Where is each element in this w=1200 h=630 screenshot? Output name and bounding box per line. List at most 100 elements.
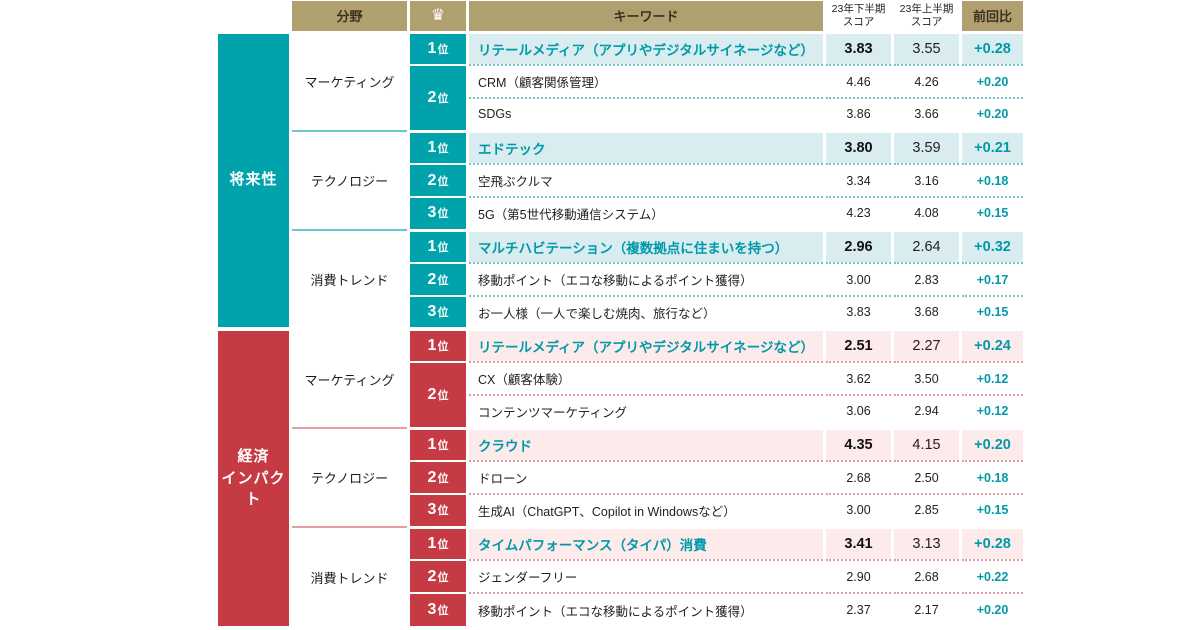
keyword-cell: 空飛ぶクルマ: [465, 163, 827, 197]
score-h2-cell: 2.96: [823, 228, 895, 263]
score-h2-cell: 3.06: [823, 394, 895, 428]
diff-cell: +0.12: [959, 361, 1027, 395]
diff-cell: +0.20: [959, 592, 1027, 626]
keyword-cell: タイムパフォーマンス（タイパ）消費: [465, 525, 827, 560]
rank-unit: 位: [437, 43, 449, 56]
rank-cell: 1位: [407, 525, 469, 560]
table-row: 消費トレンド 1位 タイムパフォーマンス（タイパ）消費 3.41 3.13 +0…: [217, 525, 1027, 626]
score-h2-cell: 3.83: [823, 30, 895, 65]
rank-unit: 位: [437, 538, 449, 551]
category-cell: マーケティング: [289, 30, 410, 131]
score-h2-cell: 3.80: [823, 129, 895, 164]
diff-cell: +0.15: [959, 196, 1027, 230]
rank-unit: 位: [437, 175, 449, 188]
keyword-cell: SDGs: [465, 97, 827, 131]
rank-unit: 位: [437, 274, 449, 287]
keyword-cell: ドローン: [465, 460, 827, 494]
rank-number: 1: [427, 435, 437, 453]
score-h1-cell: 2.27: [891, 327, 963, 362]
rank-number: 1: [427, 138, 437, 156]
table-row: 2位 空飛ぶクルマ 3.34 3.16 +0.18: [217, 163, 1027, 197]
header-score-h2: 23年下半期 スコア: [823, 1, 895, 32]
diff-cell: +0.20: [959, 97, 1027, 131]
score-h2-cell: 3.62: [823, 361, 895, 395]
score-h2-cell: 4.23: [823, 196, 895, 230]
rank-cell: 3位: [407, 592, 469, 626]
score-h2-cell: 3.00: [823, 493, 895, 527]
keyword-cell: クラウド: [465, 426, 827, 461]
category-cell: テクノロジー: [289, 130, 410, 230]
table-row: SDGs 3.86 3.66 +0.20: [217, 97, 1027, 131]
rank-cell: 3位: [407, 295, 469, 329]
section-label-future: 将来性: [215, 30, 292, 329]
score-h2-cell: 3.41: [823, 525, 895, 560]
rank-unit: 位: [437, 389, 449, 402]
rank-unit: 位: [437, 307, 449, 319]
table-row: 2位 移動ポイント（エコな移動によるポイント獲得） 3.00 2.83 +0.1…: [217, 262, 1027, 296]
rank-cell: 1位: [407, 327, 469, 362]
score-h1-cell: 4.26: [891, 64, 963, 98]
score-h2-cell: 2.68: [823, 460, 895, 494]
corner-spacer: [217, 1, 291, 32]
rank-cell: 1位: [407, 228, 469, 263]
rank-number: 2: [427, 171, 437, 189]
diff-cell: +0.21: [959, 129, 1027, 164]
rank-number: 3: [427, 303, 437, 320]
keyword-cell: 移動ポイント（エコな移動によるポイント獲得）: [465, 262, 827, 296]
score-h2-cell: 4.35: [823, 426, 895, 461]
diff-cell: +0.20: [959, 426, 1027, 461]
rank-number: 1: [427, 237, 437, 255]
diff-cell: +0.28: [959, 30, 1027, 65]
score-h1-cell: 3.13: [891, 525, 963, 560]
keyword-cell: 5G（第5世代移動通信システム）: [465, 196, 827, 230]
rank-number: 2: [427, 385, 437, 403]
rank-unit: 位: [437, 92, 449, 105]
trend-ranking-table-wrapper: 分野 ♛ キーワード 23年下半期 スコア 23年上半期 スコア 前回比 将来性…: [215, 1, 1027, 626]
rank-number: 2: [427, 567, 437, 585]
rank-cell: 1位: [407, 30, 469, 65]
rank-unit: 位: [437, 571, 449, 584]
diff-cell: +0.32: [959, 228, 1027, 263]
section-label-economic-impact: 経済 インパクト: [215, 327, 292, 626]
category-cell: マーケティング: [289, 327, 410, 428]
rank-unit: 位: [437, 472, 449, 485]
keyword-cell: リテールメディア（アプリやデジタルサイネージなど）: [465, 327, 827, 362]
keyword-cell: コンテンツマーケティング: [465, 394, 827, 428]
keyword-cell: リテールメディア（アプリやデジタルサイネージなど）: [465, 30, 827, 65]
rank-unit: 位: [437, 341, 449, 353]
score-h1-cell: 2.17: [891, 592, 963, 626]
score-h1-cell: 4.15: [891, 426, 963, 461]
header-score-h1: 23年上半期 スコア: [891, 1, 963, 32]
category-cell: テクノロジー: [289, 427, 410, 527]
keyword-cell: CX（顧客体験）: [465, 361, 827, 395]
header-rank: ♛: [407, 1, 469, 32]
diff-cell: +0.15: [959, 493, 1027, 527]
table-row: コンテンツマーケティング 3.06 2.94 +0.12: [217, 394, 1027, 428]
score-h2-cell: 2.51: [823, 327, 895, 362]
rank-number: 1: [427, 39, 437, 57]
table-row: テクノロジー 1 位 クラウド 4.35 4.15 +0.20: [217, 426, 1027, 527]
keyword-cell: 移動ポイント（エコな移動によるポイント獲得）: [465, 592, 827, 626]
diff-cell: +0.18: [959, 460, 1027, 494]
diff-cell: +0.28: [959, 525, 1027, 560]
rank-unit: 位: [437, 605, 449, 617]
table-row: 将来性 マーケティング 1位 リテールメディア（アプリやデジタルサイネージなど）…: [215, 30, 1027, 329]
diff-cell: +0.22: [959, 559, 1027, 593]
score-h2-cell: 3.34: [823, 163, 895, 197]
rank-cell: 2位: [407, 361, 469, 428]
rank-number: 1: [427, 534, 437, 552]
table-row: 3位 移動ポイント（エコな移動によるポイント獲得） 2.37 2.17 +0.2…: [217, 592, 1027, 626]
keyword-cell: エドテック: [465, 129, 827, 164]
keyword-cell: CRM（顧客関係管理）: [465, 64, 827, 98]
rank-unit: 位: [437, 142, 449, 155]
keyword-cell: マルチハビテーション（複数拠点に住まいを持つ）: [465, 228, 827, 263]
score-h1-cell: 2.64: [891, 228, 963, 263]
rank-number: 2: [427, 270, 437, 288]
keyword-cell: 生成AI（ChatGPT、Copilot in Windowsなど）: [465, 493, 827, 527]
table-row: 3位 5G（第5世代移動通信システム） 4.23 4.08 +0.15: [217, 196, 1027, 230]
score-h1-cell: 3.59: [891, 129, 963, 164]
table-row: 2位 ジェンダーフリー 2.90 2.68 +0.22: [217, 559, 1027, 593]
score-h1-cell: 3.66: [891, 97, 963, 131]
rank-unit: 位: [437, 241, 449, 254]
score-h2-cell: 4.46: [823, 64, 895, 98]
